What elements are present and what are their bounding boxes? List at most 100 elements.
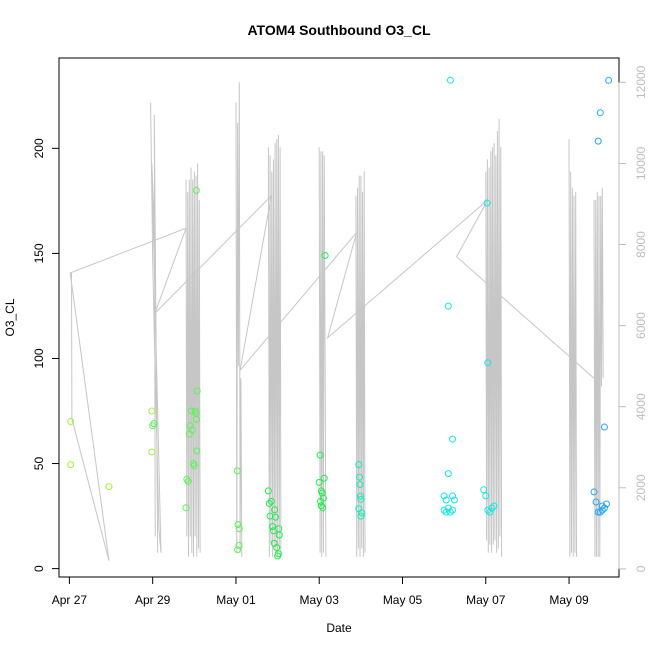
- data-point: [356, 492, 364, 500]
- y-tick-label: 50: [32, 457, 46, 471]
- data-point: [356, 481, 364, 488]
- y-tick-label: 0: [32, 565, 46, 572]
- data-point: [182, 504, 190, 512]
- secondary-data-point: [605, 76, 613, 84]
- data-point: [192, 186, 200, 194]
- secondary-data-point: [484, 506, 492, 514]
- secondary-spike-group: [267, 134, 282, 557]
- data-point: [233, 467, 241, 475]
- data-point: [267, 497, 275, 505]
- data-point: [315, 478, 323, 486]
- secondary-data-point: [451, 496, 458, 504]
- data-point: [148, 448, 156, 456]
- data-point: [234, 521, 242, 528]
- y2-tick-label: 8000: [634, 231, 648, 258]
- x-tick-label: May 07: [466, 593, 506, 607]
- secondary-data-point: [598, 502, 606, 510]
- secondary-data-point: [442, 508, 450, 516]
- data-point: [357, 512, 365, 520]
- data-point: [273, 544, 281, 552]
- y-tick-label: 100: [32, 348, 46, 368]
- secondary-spike-group: [355, 171, 366, 557]
- data-point: [235, 525, 243, 533]
- data-point: [192, 415, 200, 423]
- data-point: [190, 462, 198, 470]
- secondary-data-point: [446, 508, 454, 516]
- data-points: [67, 186, 492, 560]
- x-axis-label: Date: [326, 621, 352, 635]
- secondary-data-point: [442, 496, 450, 504]
- data-point: [357, 495, 365, 503]
- secondary-data-point: [449, 492, 456, 500]
- secondary-data-point: [486, 508, 494, 516]
- x-tick-label: May 05: [383, 593, 423, 607]
- y2-tick-label: 2000: [634, 474, 648, 501]
- data-point: [355, 505, 363, 513]
- data-point: [483, 199, 491, 207]
- data-point: [67, 418, 75, 425]
- secondary-data-point: [603, 500, 610, 508]
- y2-tick-label: 4000: [634, 393, 648, 420]
- x-tick-label: May 01: [216, 593, 256, 607]
- secondary-spike-group: [593, 187, 604, 557]
- data-point: [355, 461, 363, 469]
- y2-tick-label: 10000: [634, 146, 648, 180]
- secondary-data-point: [596, 109, 604, 117]
- data-point: [319, 504, 327, 512]
- secondary-spike-group: [150, 102, 162, 553]
- data-point: [269, 523, 277, 531]
- data-point: [272, 513, 279, 521]
- x-tick-label: Apr 29: [135, 593, 171, 607]
- data-point: [316, 451, 324, 459]
- data-point: [264, 487, 272, 495]
- secondary-data-point: [446, 76, 454, 84]
- secondary-data-point: [590, 488, 598, 496]
- x-axis: Apr 27 Apr 29 May 01 May 03 May 05 May 07 May …: [52, 576, 589, 607]
- data-point: [184, 477, 192, 485]
- data-point: [235, 542, 243, 549]
- secondary-data-point: [592, 498, 600, 506]
- secondary-data-point: [440, 506, 448, 514]
- secondary-spike-group: [485, 118, 503, 557]
- data-point: [188, 426, 196, 434]
- y-axis: 0 50 100 150 200: [32, 138, 60, 572]
- data-point: [356, 473, 364, 481]
- y-tick-label: 200: [32, 138, 46, 158]
- secondary-data-point: [600, 504, 608, 512]
- data-point: [275, 525, 283, 533]
- data-point: [234, 546, 242, 554]
- secondary-data-point: [490, 502, 498, 510]
- data-point: [67, 461, 75, 469]
- y2-tick-label: 6000: [634, 312, 648, 339]
- x-tick-label: May 03: [300, 593, 340, 607]
- secondary-data-point: [488, 504, 496, 512]
- secondary-spike-group: [185, 163, 201, 557]
- secondary-data-point: [480, 486, 488, 494]
- data-point: [149, 422, 157, 430]
- secondary-data-point: [444, 504, 452, 512]
- secondary-spike-group: [318, 147, 327, 557]
- secondary-data-point: [596, 508, 604, 516]
- data-point: [148, 407, 156, 415]
- y-axis-label: O3_CL: [3, 298, 17, 336]
- data-point: [105, 483, 113, 491]
- secondary-spike-group: [568, 139, 577, 557]
- secondary-data-point: [598, 506, 606, 514]
- secondary-data-point: [482, 492, 490, 500]
- x-tick-label: Apr 27: [52, 593, 88, 607]
- secondary-series-spikes: [150, 82, 604, 557]
- data-point: [274, 550, 282, 558]
- data-point: [318, 489, 326, 497]
- data-point: [265, 500, 273, 507]
- secondary-data-point: [444, 302, 452, 310]
- y-tick-label: 150: [32, 243, 46, 263]
- data-point: [321, 252, 329, 259]
- data-point: [319, 494, 327, 502]
- secondary-data-point: [594, 137, 602, 145]
- secondary-data-points: [440, 76, 613, 516]
- secondary-data-point: [440, 492, 448, 500]
- data-point: [193, 447, 201, 455]
- y2-tick-label: 0: [634, 565, 648, 572]
- chart-title: ATOM4 Southbound O3_CL: [247, 22, 430, 38]
